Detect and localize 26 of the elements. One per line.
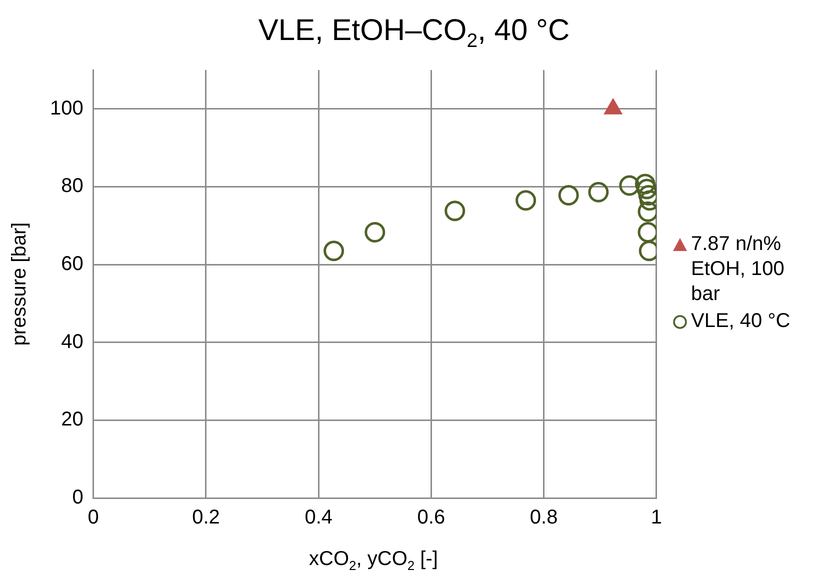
x-tick-label: 0.2 — [192, 506, 220, 529]
point — [636, 178, 656, 200]
point — [364, 222, 386, 242]
x-tick-label: 1 — [650, 506, 662, 529]
y-axis-title: pressure [bar] — [8, 222, 32, 346]
x-tick-label: 0.6 — [417, 506, 446, 529]
point — [634, 174, 656, 194]
x-tick-label: 0.4 — [304, 506, 333, 529]
point — [619, 175, 640, 196]
point — [444, 200, 466, 222]
point — [516, 190, 536, 211]
x-tick-label: 0.8 — [530, 506, 558, 529]
y-tick-label: 100 — [50, 97, 84, 120]
y-tick-label: 40 — [61, 330, 84, 353]
y-tick-label: 80 — [61, 175, 84, 198]
x-tick-label: 0 — [88, 506, 99, 529]
legend-label: VLE, 40 °C — [691, 309, 790, 334]
chart-title: VLE, EtOH–CO$_{2}$, 40 °C — [257, 14, 571, 53]
point — [558, 185, 579, 206]
point — [588, 182, 609, 202]
x-axis-title: xCO$_{2}$, yCO$_{2}$ [-] — [308, 548, 439, 573]
point — [324, 240, 344, 262]
legend-label: 7.87 n/n% EtOH, 100 bar — [691, 232, 786, 307]
y-tick-label: 20 — [61, 408, 84, 431]
y-tick-label: 60 — [61, 253, 84, 276]
y-tick-label: 0 — [72, 486, 84, 509]
